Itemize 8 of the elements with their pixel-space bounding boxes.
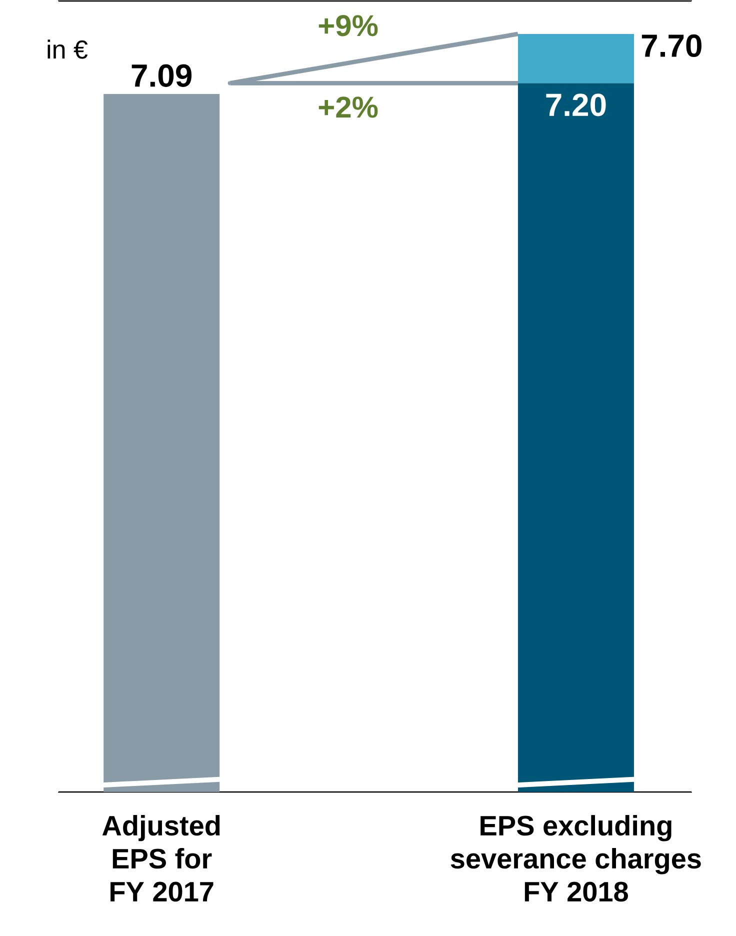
data-label: 7.09: [132, 64, 192, 87]
total-label: 7.70: [642, 34, 702, 58]
x-tick-label: Adjusted EPS for FY 2017: [102, 815, 220, 902]
data-label: 7.20: [546, 94, 606, 116]
annotation: in €: [48, 40, 88, 59]
annotation: +2%: [318, 96, 378, 118]
annotation: +9%: [318, 15, 378, 36]
x-tick-label: EPS excluding severance charges FY 2018: [450, 815, 701, 902]
